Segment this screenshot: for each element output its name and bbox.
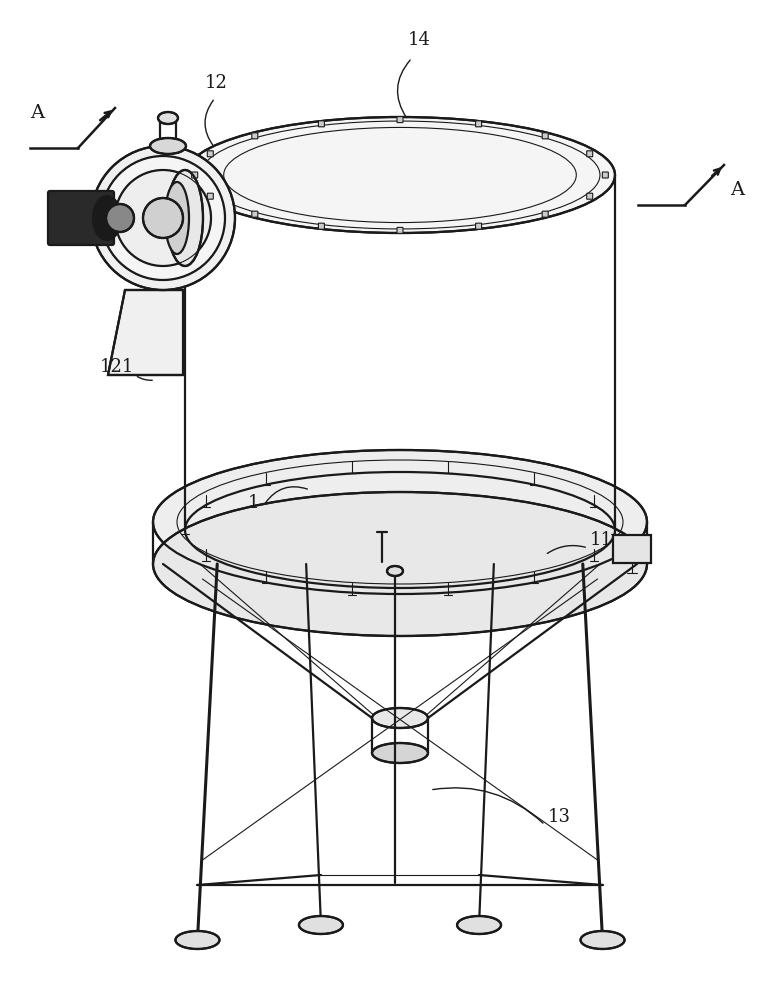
Text: 1: 1 xyxy=(248,494,260,512)
FancyBboxPatch shape xyxy=(207,193,214,199)
Ellipse shape xyxy=(150,138,186,154)
FancyBboxPatch shape xyxy=(542,211,549,217)
Ellipse shape xyxy=(115,170,211,266)
Text: A: A xyxy=(730,181,744,199)
Text: 12: 12 xyxy=(205,74,228,92)
Ellipse shape xyxy=(101,156,225,280)
Ellipse shape xyxy=(93,196,121,240)
Ellipse shape xyxy=(153,450,647,594)
Ellipse shape xyxy=(387,566,403,576)
Ellipse shape xyxy=(167,170,203,266)
Ellipse shape xyxy=(580,931,625,949)
FancyBboxPatch shape xyxy=(48,191,114,245)
Ellipse shape xyxy=(165,182,189,254)
FancyBboxPatch shape xyxy=(602,172,608,178)
Polygon shape xyxy=(108,290,183,375)
FancyBboxPatch shape xyxy=(397,117,403,123)
Text: A: A xyxy=(30,104,44,122)
Ellipse shape xyxy=(176,931,219,949)
FancyBboxPatch shape xyxy=(542,133,549,139)
Ellipse shape xyxy=(372,743,428,763)
Ellipse shape xyxy=(372,708,428,728)
Ellipse shape xyxy=(185,117,615,233)
Text: 13: 13 xyxy=(548,808,571,826)
FancyBboxPatch shape xyxy=(587,151,593,157)
FancyBboxPatch shape xyxy=(587,193,593,199)
FancyBboxPatch shape xyxy=(319,121,325,127)
FancyBboxPatch shape xyxy=(476,223,482,229)
Ellipse shape xyxy=(158,112,178,124)
Text: 121: 121 xyxy=(100,358,134,376)
FancyBboxPatch shape xyxy=(252,211,258,217)
Ellipse shape xyxy=(185,472,615,588)
Text: 14: 14 xyxy=(408,31,431,49)
Text: 11: 11 xyxy=(590,531,613,549)
Ellipse shape xyxy=(299,916,343,934)
Ellipse shape xyxy=(153,492,647,636)
FancyBboxPatch shape xyxy=(613,535,651,563)
FancyBboxPatch shape xyxy=(192,172,197,178)
FancyBboxPatch shape xyxy=(252,133,258,139)
Ellipse shape xyxy=(91,146,235,290)
Ellipse shape xyxy=(106,204,134,232)
Ellipse shape xyxy=(143,198,183,238)
FancyBboxPatch shape xyxy=(207,151,214,157)
FancyBboxPatch shape xyxy=(319,223,325,229)
FancyBboxPatch shape xyxy=(397,227,403,233)
Ellipse shape xyxy=(457,916,501,934)
FancyBboxPatch shape xyxy=(476,121,482,127)
